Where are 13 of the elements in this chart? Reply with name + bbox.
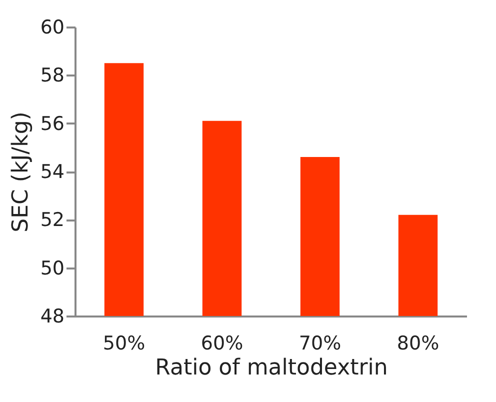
x-axis-title: Ratio of maltodextrin: [155, 356, 388, 380]
y-tick-label: 60: [40, 16, 64, 38]
y-axis-title: SEC (kJ/kg): [8, 112, 34, 232]
y-tick-label: 54: [40, 161, 64, 183]
y-tick-label: 52: [40, 209, 64, 232]
y-tick-label: 58: [40, 64, 64, 87]
x-tick-label: 80%: [396, 332, 440, 354]
x-tick-label: 60%: [200, 332, 244, 354]
y-tick-label: 48: [40, 306, 64, 328]
x-tick-label: 50%: [102, 332, 146, 354]
y-tick-label: 50: [40, 257, 64, 280]
y-tick-label: 56: [40, 112, 64, 135]
x-tick-label: 70%: [298, 332, 342, 354]
